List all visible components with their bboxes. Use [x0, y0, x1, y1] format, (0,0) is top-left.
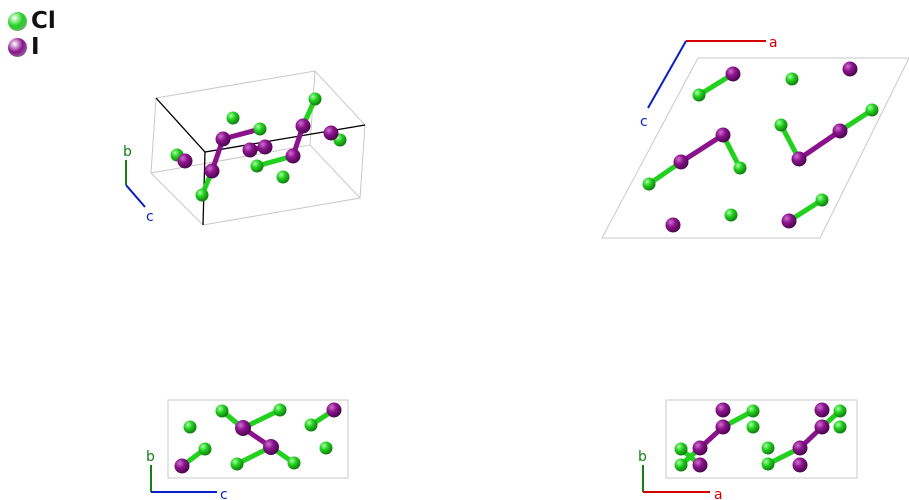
cl-atom — [196, 189, 209, 202]
i-atom — [693, 458, 708, 473]
cl-atom — [274, 404, 287, 417]
axes-1: b c — [123, 144, 154, 225]
i-atom — [243, 143, 258, 158]
atoms-4 — [675, 403, 847, 473]
i-atom — [216, 132, 231, 147]
i-atom — [296, 119, 311, 134]
i-atom — [327, 403, 342, 418]
i-atom — [235, 420, 251, 436]
cl-atom — [747, 405, 760, 418]
axes-2: a c — [640, 35, 778, 130]
cl-atom — [199, 443, 212, 456]
i-atom — [263, 439, 279, 455]
cl-atom — [816, 194, 829, 207]
i-atom — [793, 458, 808, 473]
cl-atom — [834, 405, 847, 418]
axis-label-b: b — [123, 144, 132, 160]
i-atom — [324, 126, 339, 141]
view-4-along-c: b a — [638, 400, 857, 500]
view-2-along-b: a c — [602, 35, 909, 238]
view-3-along-a: b c — [146, 400, 348, 500]
axes-3: b c — [146, 449, 228, 500]
i-atom — [843, 62, 858, 77]
i-atom — [286, 149, 301, 164]
cl-atom — [251, 160, 264, 173]
cl-atom — [643, 178, 656, 191]
i-atom — [666, 218, 681, 233]
cl-atom — [747, 421, 760, 434]
cl-atom — [775, 119, 788, 132]
axis-label-c: c — [640, 114, 648, 130]
cl-atom — [288, 457, 301, 470]
i-atom — [716, 403, 731, 418]
i-atom — [716, 420, 731, 435]
axis-label-b: b — [638, 449, 647, 465]
cl-atom — [227, 112, 240, 125]
cl-atom — [305, 419, 318, 432]
cl-atom — [309, 93, 322, 106]
bonds-2 — [649, 74, 872, 221]
cl-atom — [216, 405, 229, 418]
i-atom — [792, 152, 807, 167]
i-atom — [782, 214, 797, 229]
i-atom — [178, 154, 193, 169]
i-atom — [674, 155, 689, 170]
cl-atom — [675, 443, 688, 456]
atoms-2 — [643, 62, 879, 233]
i-atom — [693, 441, 708, 456]
axis-label-a: a — [714, 487, 723, 500]
unit-cell-2 — [602, 58, 909, 238]
axis-label-c: c — [146, 209, 154, 225]
i-atom — [793, 441, 808, 456]
cl-atom — [693, 89, 706, 102]
cl-atom — [675, 459, 688, 472]
i-atom — [726, 67, 741, 82]
bonds-3 — [182, 410, 334, 466]
axes-4: b a — [638, 449, 723, 500]
cl-atom — [184, 421, 197, 434]
view-1-perspective: b c — [123, 71, 365, 225]
axis-label-a: a — [769, 35, 778, 51]
i-atom — [205, 164, 220, 179]
i-atom — [258, 140, 273, 155]
bonds-4 — [681, 411, 840, 465]
cl-atom — [762, 458, 775, 471]
i-atom — [175, 459, 190, 474]
cl-atom — [231, 458, 244, 471]
cl-atom — [254, 123, 267, 136]
atoms-1 — [171, 93, 347, 202]
cl-atom — [866, 104, 879, 117]
cl-atom — [320, 442, 333, 455]
i-atom — [716, 128, 731, 143]
cl-atom — [786, 73, 799, 86]
axis-label-c: c — [220, 487, 228, 500]
axis-label-b: b — [146, 449, 155, 465]
i-atom — [833, 124, 848, 139]
cl-atom — [725, 209, 738, 222]
i-atom — [815, 403, 830, 418]
cl-atom — [277, 171, 290, 184]
i-atom — [815, 420, 830, 435]
cl-atom — [734, 162, 747, 175]
cl-atom — [834, 421, 847, 434]
cl-atom — [762, 442, 775, 455]
